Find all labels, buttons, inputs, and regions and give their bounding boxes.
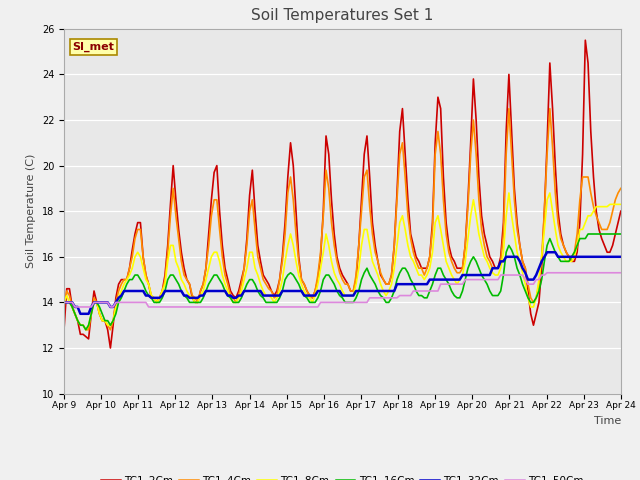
Title: Soil Temperatures Set 1: Soil Temperatures Set 1 [252, 9, 433, 24]
X-axis label: Time: Time [593, 416, 621, 426]
Y-axis label: Soil Temperature (C): Soil Temperature (C) [26, 154, 36, 268]
Legend: TC1_2Cm, TC1_4Cm, TC1_8Cm, TC1_16Cm, TC1_32Cm, TC1_50Cm: TC1_2Cm, TC1_4Cm, TC1_8Cm, TC1_16Cm, TC1… [97, 471, 588, 480]
Text: SI_met: SI_met [72, 42, 114, 52]
